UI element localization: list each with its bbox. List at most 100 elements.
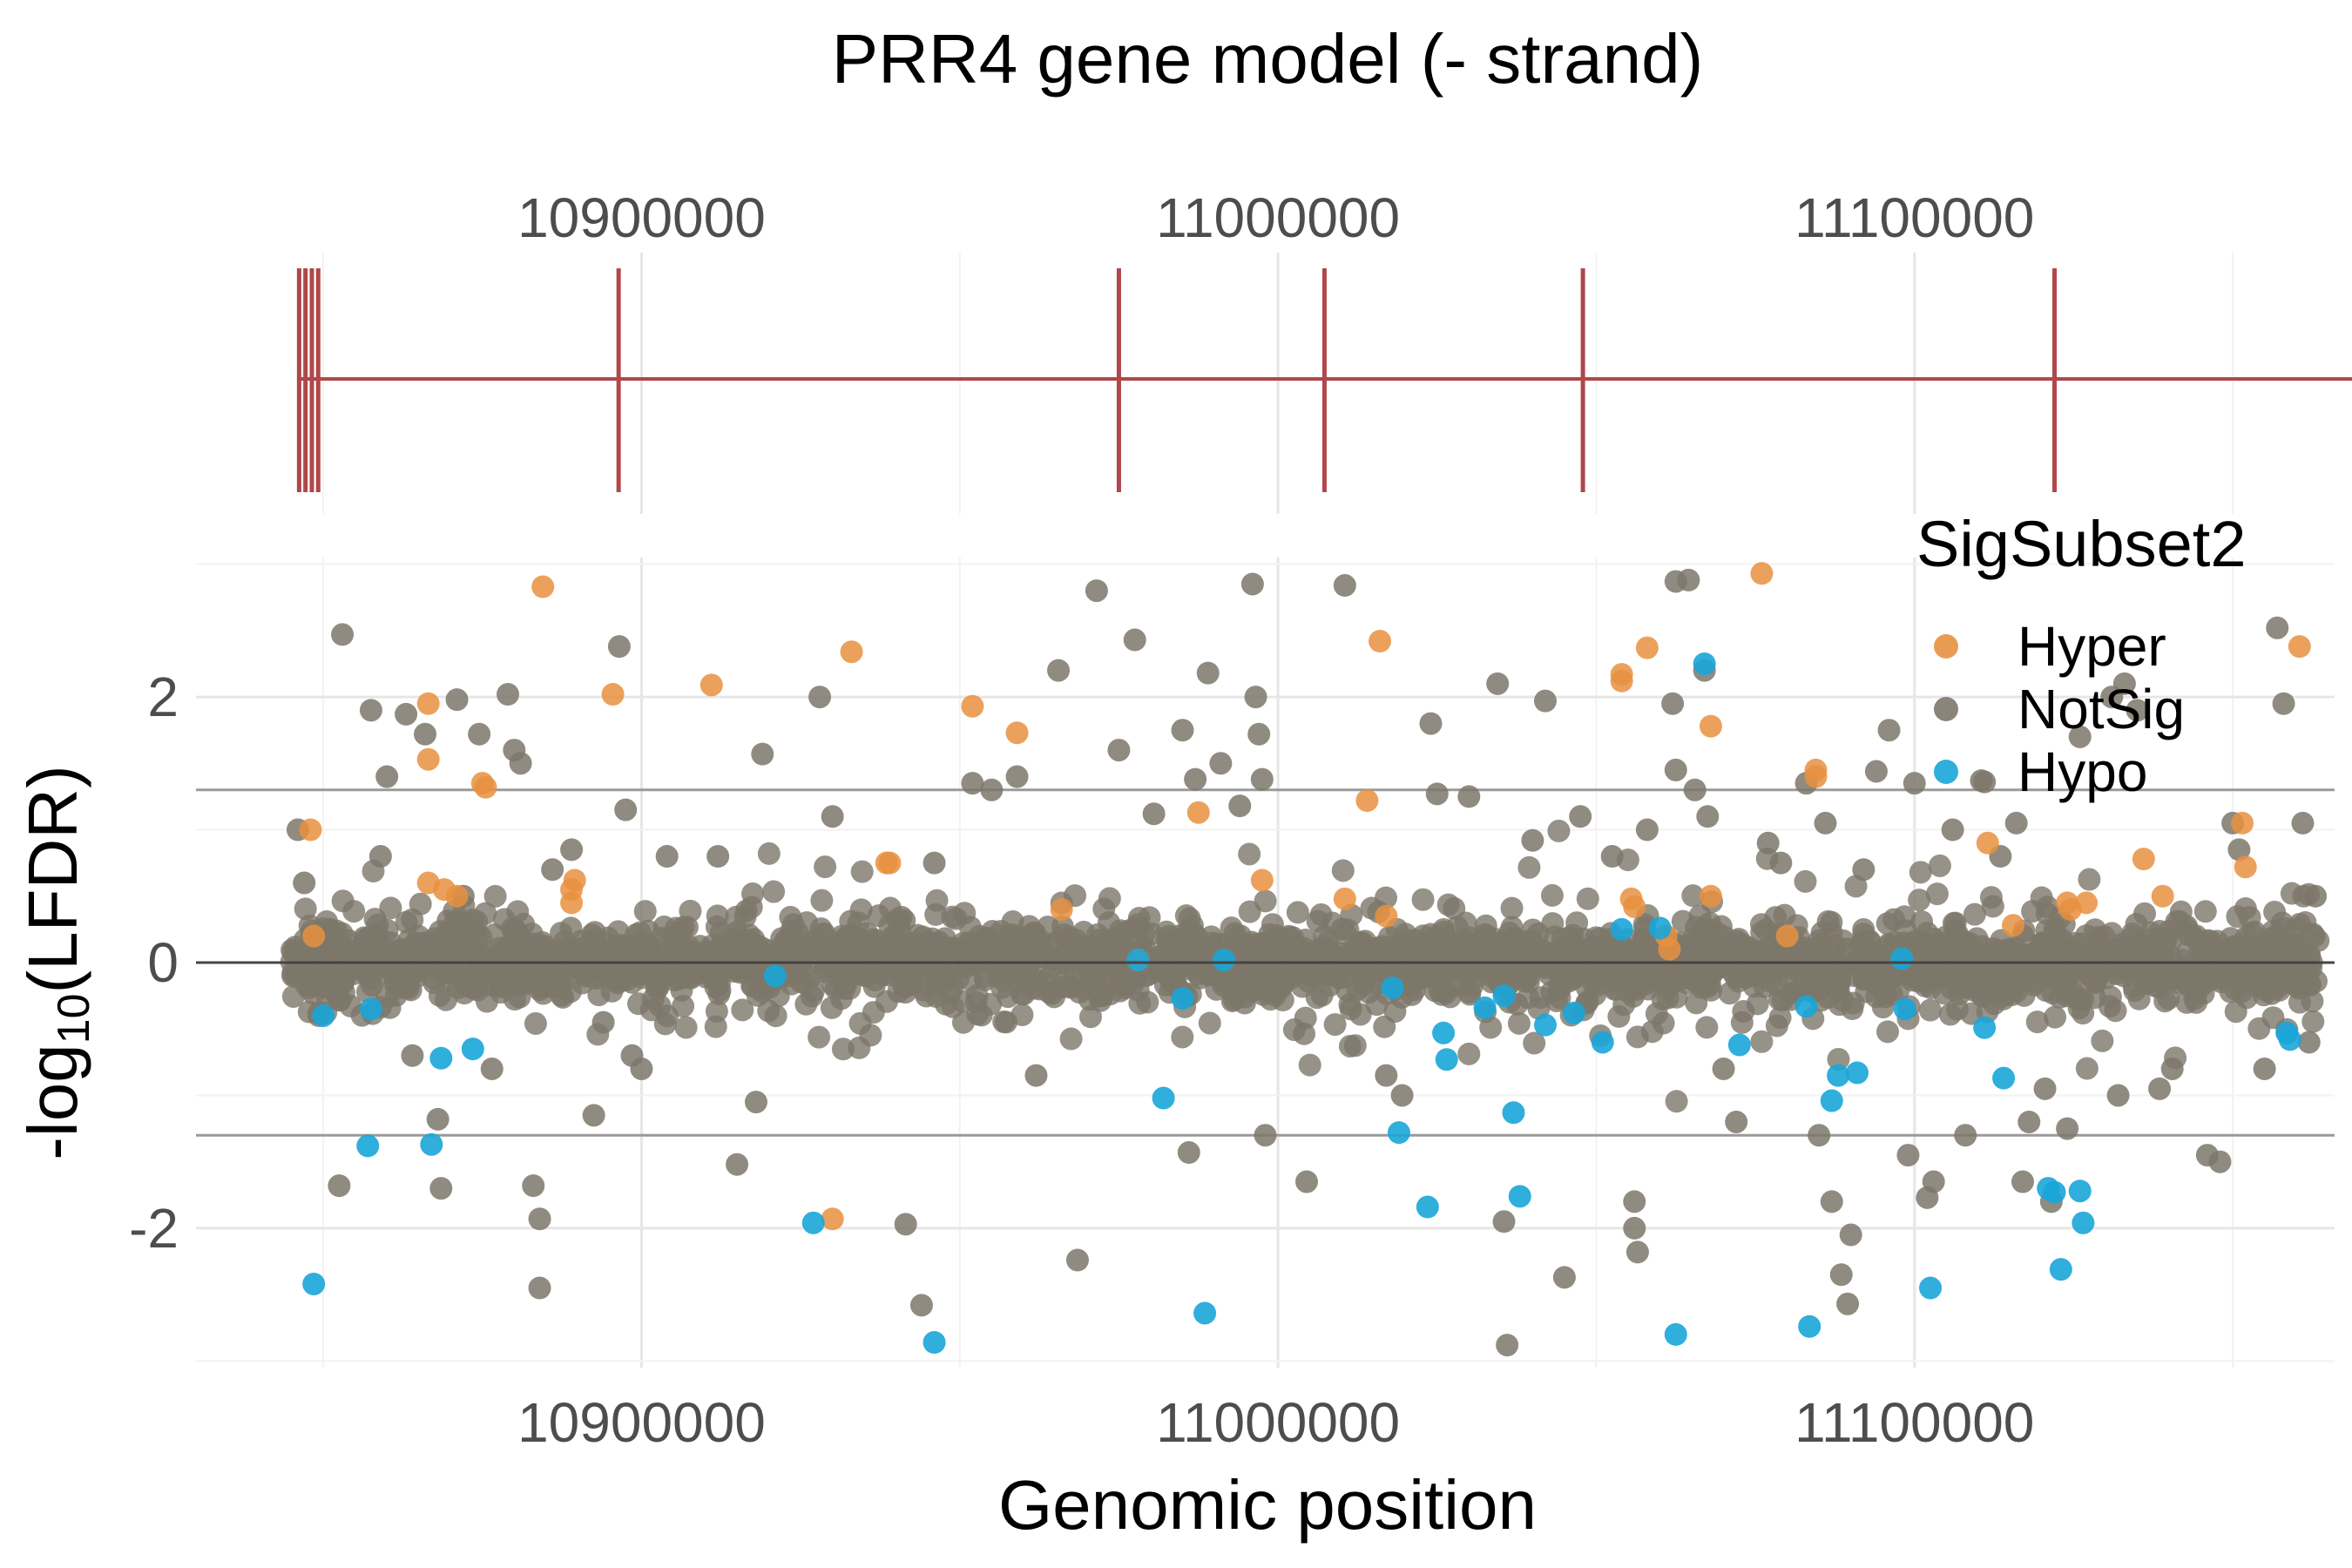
notsig-point-66 (1425, 782, 1449, 806)
notsig-point-81 (1661, 692, 1685, 715)
notsig-cloud-point-2415 (953, 902, 977, 925)
notsig-cloud-point-2541 (931, 960, 955, 983)
hypo-point-2 (356, 1134, 380, 1158)
notsig-cloud-point-2093 (1918, 998, 1942, 1022)
notsig-cloud-point-2536 (1732, 999, 1755, 1023)
notsig-cloud-point-2355 (1612, 936, 1635, 959)
notsig-cloud-point-1637 (1171, 1025, 1194, 1049)
notsig-cloud-point-1933 (1584, 983, 1607, 1006)
hypo-point-41 (1992, 1066, 2016, 1090)
hyper-point-37 (1699, 884, 1722, 908)
points-hyper (299, 562, 2311, 1231)
notsig-cloud-point-2364 (721, 959, 745, 983)
notsig-cloud-point-2516 (2058, 963, 2082, 986)
notsig-cloud-point-2011 (558, 980, 582, 1004)
hyper-point-9 (531, 575, 555, 598)
notsig-point-49 (1142, 802, 1166, 826)
hypo-point-6 (461, 1037, 484, 1061)
notsig-cloud-point-1905 (2261, 1006, 2285, 1030)
hypo-point-24 (1533, 1013, 1557, 1037)
notsig-point-80 (1664, 758, 1687, 781)
notsig-cloud-point-2173 (2153, 990, 2177, 1013)
hypo-point-16 (1387, 1121, 1410, 1145)
notsig-cloud-point-2466 (2255, 945, 2279, 969)
notsig-cloud-point-1644 (757, 841, 781, 865)
notsig-cloud-point-2542 (1392, 956, 1416, 979)
notsig-cloud-point-2489 (1010, 1004, 1034, 1027)
notsig-point-70 (1496, 1334, 1519, 1357)
y-axis-title-subscript: 10 (49, 993, 99, 1044)
notsig-point-47 (1107, 739, 1131, 762)
y-tick-label-2: 2 (147, 666, 179, 728)
notsig-point-37 (894, 1213, 917, 1236)
notsig-point-35 (808, 686, 832, 709)
notsig-cloud-point-2320 (1078, 972, 1101, 996)
hypo-point-29 (1664, 1322, 1687, 1346)
notsig-cloud-point-1982 (1012, 983, 1036, 1006)
notsig-point-27 (614, 798, 638, 821)
hypo-point-36 (1846, 1061, 1869, 1085)
hypo-point-13 (1193, 1301, 1217, 1325)
notsig-cloud-point-2260 (1540, 883, 1564, 907)
notsig-point-113 (2033, 1077, 2057, 1100)
notsig-point-108 (1973, 770, 1997, 794)
notsig-cloud-point-2584 (1501, 954, 1524, 977)
notsig-cloud-point-691 (1908, 889, 1931, 912)
notsig-cloud-point-2517 (1429, 947, 1452, 970)
hyper-point-43 (2002, 914, 2025, 937)
notsig-cloud-point-353 (2193, 900, 2217, 923)
notsig-cloud-point-2447 (1943, 911, 1967, 935)
notsig-point-104 (1922, 1170, 1945, 1193)
hyper-point-46 (2075, 891, 2099, 915)
notsig-cloud-point-912 (1979, 886, 2003, 909)
notsig-point-72 (1533, 689, 1557, 713)
legend-key-notsig (1934, 697, 1958, 721)
notsig-cloud-point-2460 (993, 962, 1017, 985)
hyper-point-2 (416, 692, 440, 715)
notsig-point-83 (1677, 568, 1700, 591)
notsig-cloud-point-2469 (1978, 946, 2002, 970)
notsig-cloud-point-2549 (1128, 991, 1152, 1015)
notsig-cloud-point-852 (1681, 884, 1705, 908)
x-axis-title: Genomic position (998, 1466, 1537, 1544)
hypo-point-3 (359, 997, 382, 1021)
notsig-point-78 (1623, 1216, 1646, 1240)
hyper-point-12 (560, 891, 584, 915)
notsig-cloud-point-2188 (970, 1004, 993, 1027)
notsig-point-19 (522, 1174, 545, 1198)
hypo-point-17 (1416, 1195, 1439, 1219)
notsig-cloud-point-2591 (593, 948, 617, 971)
notsig-point-130 (2291, 811, 2315, 835)
notsig-cloud-point-1952 (1547, 819, 1571, 842)
notsig-cloud-point-1731 (1938, 1003, 1962, 1026)
notsig-point-76 (1623, 1190, 1646, 1213)
notsig-cloud-point-2344 (1932, 982, 1956, 1005)
notsig-point-4 (359, 699, 382, 722)
notsig-cloud-point-2199 (1059, 1027, 1083, 1051)
notsig-cloud-point-2269 (552, 961, 576, 984)
notsig-cloud-point-2571 (979, 932, 1003, 956)
notsig-cloud-point-1406 (2078, 868, 2101, 891)
notsig-point-20 (528, 1207, 551, 1231)
notsig-cloud-point-2393 (330, 922, 354, 945)
notsig-cloud-point-2461 (1423, 965, 1447, 989)
notsig-cloud-point-1938 (1909, 861, 1932, 884)
notsig-point-74 (1569, 805, 1592, 828)
notsig-cloud-point-2468 (1925, 960, 1949, 983)
notsig-cloud-point-2217 (2094, 966, 2118, 990)
notsig-point-57 (1244, 686, 1267, 709)
notsig-cloud-point-793 (850, 860, 874, 883)
notsig-cloud-point-159 (1665, 1090, 1688, 1113)
notsig-cloud-point-2459 (1186, 963, 1210, 986)
notsig-point-68 (1486, 672, 1510, 695)
hypo-point-19 (1435, 1048, 1458, 1071)
notsig-point-7 (395, 702, 418, 726)
notsig-point-40 (961, 772, 984, 795)
notsig-cloud-point-2201 (799, 965, 822, 989)
hyper-point-13 (601, 683, 625, 706)
notsig-point-32 (726, 1152, 749, 1176)
notsig-point-15 (480, 1057, 504, 1080)
notsig-point-67 (1457, 785, 1481, 808)
notsig-cloud-point-1747 (2044, 1005, 2067, 1029)
chart-title: PRR4 gene model (- strand) (832, 20, 1703, 98)
